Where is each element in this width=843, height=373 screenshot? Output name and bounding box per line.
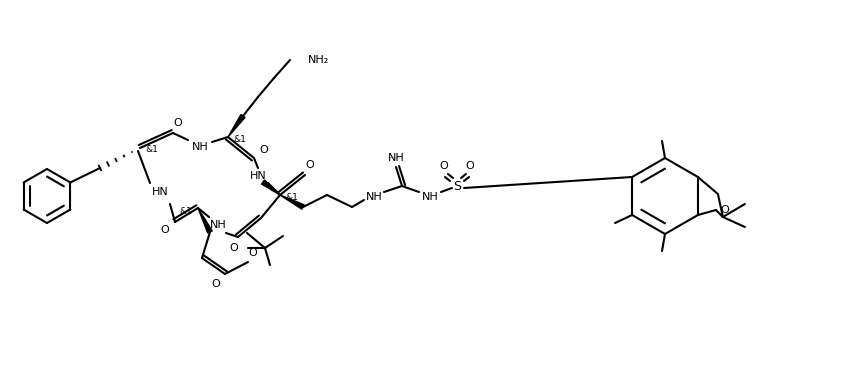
Text: NH: NH	[388, 153, 405, 163]
Text: O: O	[229, 243, 239, 253]
Text: NH: NH	[366, 192, 383, 202]
Polygon shape	[198, 208, 212, 233]
Polygon shape	[280, 195, 304, 209]
Text: O: O	[306, 160, 314, 170]
Text: O: O	[161, 225, 169, 235]
Text: HN: HN	[250, 171, 266, 181]
Text: iminomethyl_blank: iminomethyl_blank	[388, 156, 400, 158]
Text: O: O	[174, 118, 182, 128]
Text: NH: NH	[191, 142, 208, 152]
Polygon shape	[261, 180, 280, 195]
Text: O: O	[249, 248, 257, 258]
Text: S: S	[453, 179, 461, 192]
Text: O: O	[440, 161, 448, 171]
Text: NH: NH	[210, 220, 227, 230]
Text: O: O	[465, 161, 475, 171]
Polygon shape	[228, 115, 245, 137]
Text: &1: &1	[146, 145, 158, 154]
Text: &1: &1	[180, 207, 192, 216]
Text: NH₂: NH₂	[308, 55, 330, 65]
Text: O: O	[721, 205, 729, 215]
Text: NH: NH	[422, 192, 438, 202]
Text: &1: &1	[234, 135, 246, 144]
Text: O: O	[260, 145, 268, 155]
Text: O: O	[212, 279, 220, 289]
Text: &1: &1	[286, 192, 298, 201]
Text: HN: HN	[152, 187, 169, 197]
